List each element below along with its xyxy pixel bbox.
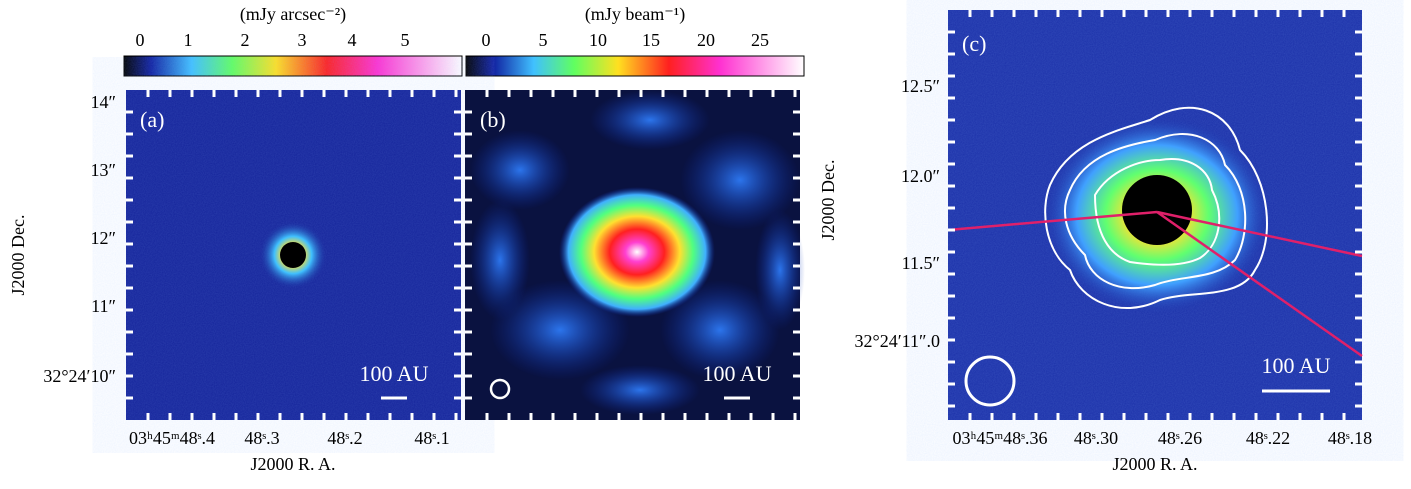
colorbar-tick-label: 4 bbox=[348, 30, 357, 50]
colorbar-tick-label: 1 bbox=[184, 30, 193, 50]
y-tick-label: 11.5″ bbox=[902, 253, 940, 273]
y-tick-label: 32°24′11″.0 bbox=[855, 331, 940, 351]
scale-bar-label: 100 AU bbox=[359, 361, 428, 386]
scale-bar-label: 100 AU bbox=[702, 361, 771, 386]
panel-label: (b) bbox=[480, 107, 506, 132]
panel-label: (c) bbox=[962, 31, 986, 56]
colorbar-unit: (mJy beam⁻¹) bbox=[585, 4, 685, 25]
colorbar-tick-label: 5 bbox=[401, 30, 410, 50]
figure: (a) (b) (c) 100 AU 100 AU 100 AU (mJy arcsec⁻²… bbox=[0, 0, 1411, 484]
disk-emission bbox=[559, 187, 715, 317]
y-tick-label: 32°24′10″ bbox=[43, 366, 116, 386]
colorbar-tick-label: 15 bbox=[642, 30, 660, 50]
x-tick-label: 48ˢ.2 bbox=[327, 428, 362, 448]
x-tick-label: 48ˢ.3 bbox=[244, 428, 279, 448]
x-axis-title: J2000 R. A. bbox=[1112, 454, 1197, 474]
x-tick-label: 48ˢ.26 bbox=[1158, 428, 1202, 448]
x-axis-title: J2000 R. A. bbox=[250, 454, 335, 474]
y-tick-label: 12″ bbox=[91, 228, 117, 248]
colorbar-tick-label: 10 bbox=[589, 30, 607, 50]
x-tick-label: 48ˢ.18 bbox=[1328, 428, 1372, 448]
colorbar-tick-label: 2 bbox=[241, 30, 250, 50]
coronagraph-mask bbox=[280, 242, 306, 268]
colorbar-tick-label: 25 bbox=[751, 30, 769, 50]
scale-bar-label: 100 AU bbox=[1261, 353, 1330, 378]
colorbar-tick-label: 3 bbox=[298, 30, 307, 50]
panel-label: (a) bbox=[140, 107, 164, 132]
colorbar bbox=[466, 56, 804, 76]
y-tick-label: 14″ bbox=[91, 92, 117, 112]
x-tick-label: 48ˢ.30 bbox=[1074, 428, 1118, 448]
y-axis-title: J2000 Dec. bbox=[8, 215, 28, 296]
coronagraph-mask bbox=[1122, 175, 1192, 245]
y-tick-label: 11″ bbox=[91, 296, 116, 316]
y-tick-label: 12.5″ bbox=[901, 76, 940, 96]
x-tick-label: 03ʰ45ᵐ48ˢ.36 bbox=[953, 428, 1048, 448]
colorbar-tick-label: 20 bbox=[697, 30, 715, 50]
colorbar bbox=[124, 56, 462, 76]
y-tick-label: 12.0″ bbox=[901, 166, 940, 186]
colorbar-tick-label: 5 bbox=[539, 30, 548, 50]
colorbar-unit: (mJy arcsec⁻²) bbox=[240, 4, 346, 25]
y-tick-label: 13″ bbox=[91, 160, 117, 180]
x-tick-label: 03ʰ45ᵐ48ˢ.4 bbox=[129, 428, 215, 448]
colorbar-tick-label: 0 bbox=[136, 30, 145, 50]
colorbar-tick-label: 0 bbox=[482, 30, 491, 50]
y-axis-title: J2000 Dec. bbox=[818, 160, 838, 241]
x-tick-label: 48ˢ.1 bbox=[414, 428, 449, 448]
x-tick-label: 48ˢ.22 bbox=[1246, 428, 1290, 448]
